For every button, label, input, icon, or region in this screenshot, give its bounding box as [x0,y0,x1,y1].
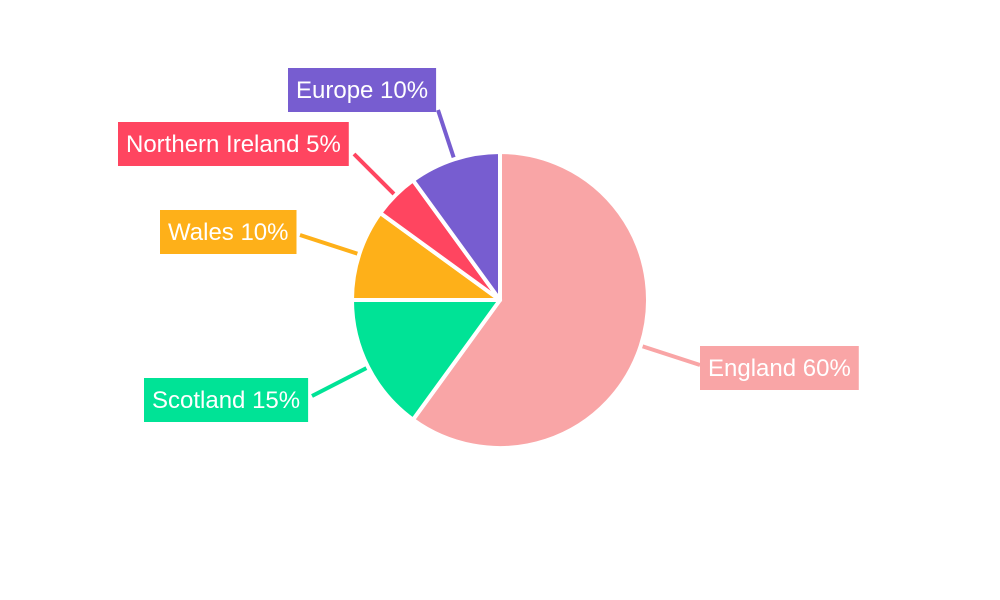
data-label-box [160,210,297,254]
leader-line-scotland [311,363,373,398]
data-label-europe: Europe 10% [288,68,437,112]
data-label-england: England 60% [700,346,859,390]
data-label-box [288,68,437,112]
data-label-northern-ireland: Northern Ireland 5% [118,122,349,166]
data-label-text: Scotland 15% [152,387,300,414]
pie-slice-europe[interactable] [411,150,502,302]
pie-slice-wales[interactable] [350,211,502,302]
data-label-text: Europe 10% [296,77,428,104]
leader-line-wales [299,233,364,258]
pie-slice-scotland[interactable] [350,298,502,422]
leader-line-northern-ireland [352,152,400,200]
data-label-scotland: Scotland 15% [144,378,309,422]
data-label-text: England 60% [708,355,851,382]
data-label-box [144,378,309,422]
data-label-wales: Wales 10% [160,210,297,254]
slices [350,150,650,450]
data-label-box [700,346,859,390]
labels: England 60% Scotland 15% Wales 10% Northern… [118,68,859,422]
pie-slice-england[interactable] [411,150,650,450]
data-label-text: Wales 10% [168,219,289,246]
data-label-text: Northern Ireland 5% [126,131,341,158]
data-label-box [118,122,349,166]
leader-line-england [636,342,701,367]
leader-line-europe [436,109,458,164]
leader-lines [299,109,701,398]
